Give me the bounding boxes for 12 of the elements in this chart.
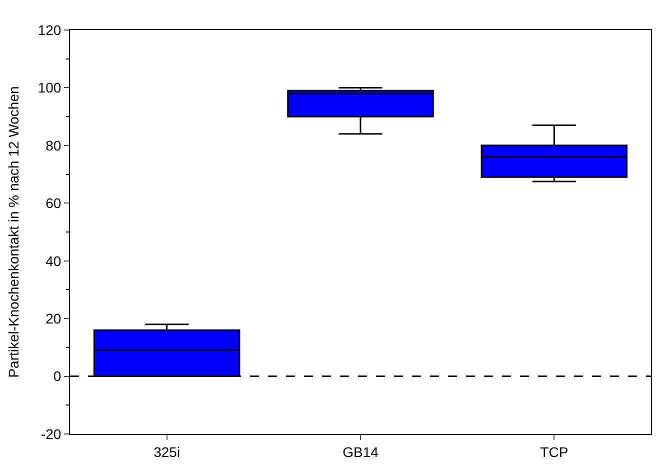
- x-tick-label: GB14: [342, 444, 379, 460]
- y-tick-label: -20: [40, 426, 62, 442]
- y-tick-label: 120: [38, 22, 62, 38]
- y-tick-label: 0: [53, 368, 62, 384]
- y-tick-label: 40: [46, 252, 62, 269]
- y-tick-label: 20: [46, 310, 62, 326]
- y-axis-title: Partikel-Knochenkontakt in % nach 12 Wochen: [5, 86, 22, 378]
- y-tick-label: 80: [46, 137, 62, 154]
- x-tick-label: 325i: [154, 444, 180, 460]
- x-tick-label: TCP: [540, 444, 568, 460]
- y-tick-label: 60: [46, 195, 62, 212]
- y-tick-label: 100: [38, 80, 62, 96]
